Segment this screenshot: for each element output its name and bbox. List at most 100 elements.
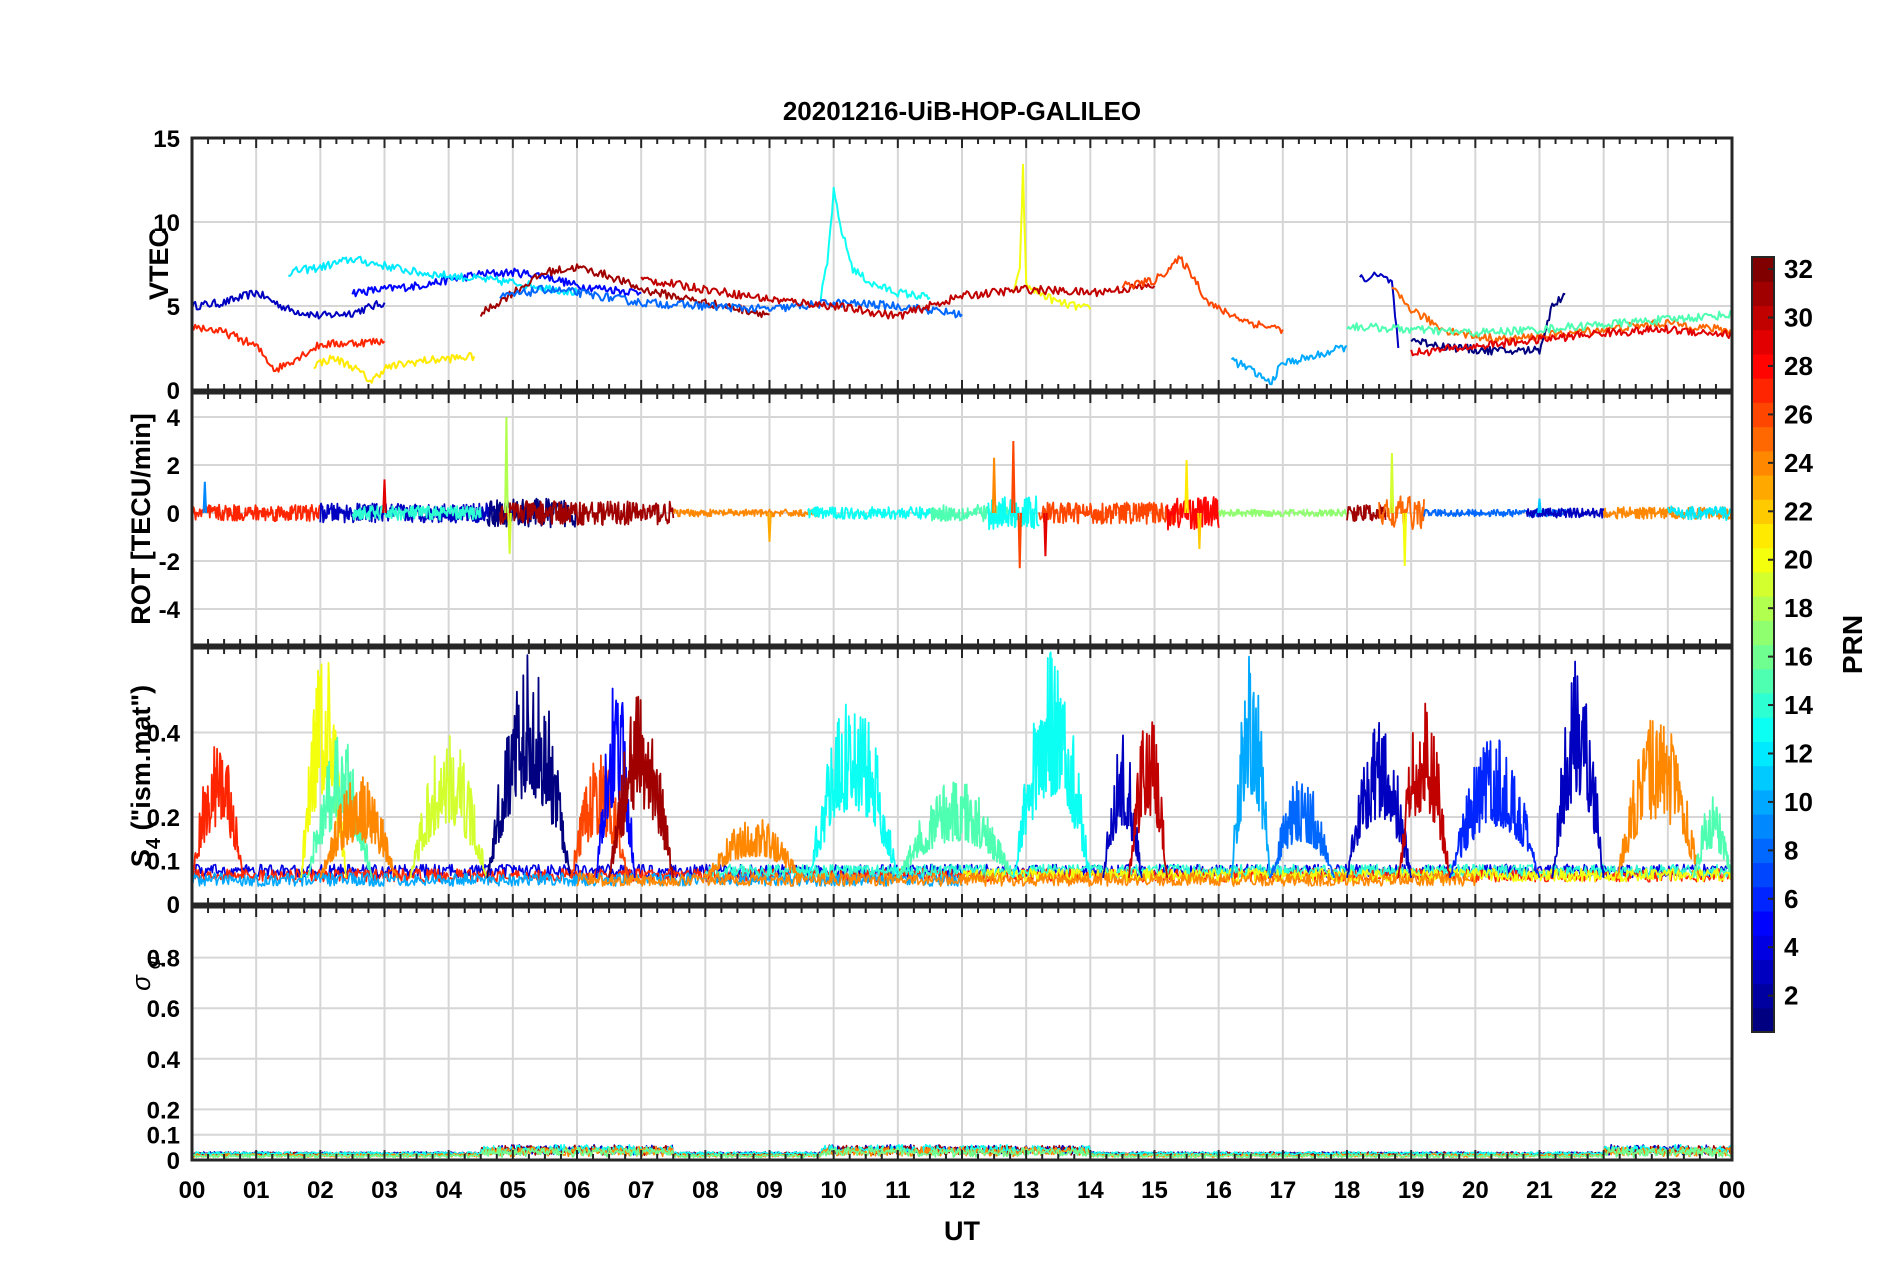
rot-series-line-prn-27 [191, 503, 321, 523]
rot-series-line-prn-28 [1166, 496, 1220, 531]
sigma-ytick-label: 0.1 [147, 1123, 180, 1150]
colorbar-swatch [1752, 523, 1774, 549]
s4-burst-line-prn-13 [807, 703, 899, 879]
vtec-series-line-prn-12 [288, 255, 578, 296]
s4-panel: 0 0.1 0.2 0.4S4 ("ism.mat") [126, 646, 1734, 919]
vtec-ytick-label: 5 [167, 294, 180, 321]
colorbar-swatch [1752, 668, 1774, 694]
x-tick-label: 16 [1205, 1177, 1232, 1204]
colorbar-swatch [1752, 305, 1774, 331]
rot-spike [1011, 440, 1016, 514]
colorbar-tick-label: 18 [1784, 593, 1813, 623]
s4-burst-line-prn-3 [1102, 734, 1143, 878]
x-tick-label: 05 [499, 1177, 526, 1204]
vtec-ytick-label: 10 [153, 210, 180, 237]
x-tick-label: 02 [307, 1177, 334, 1204]
sigma-ytick-label: 0.4 [147, 1047, 181, 1074]
x-tick-label: 23 [1654, 1177, 1681, 1204]
rot-spike [382, 479, 387, 514]
vtec-series-line-prn-8 [499, 284, 963, 319]
vtec-series-line-prn-20 [1012, 163, 1092, 311]
colorbar-swatch [1752, 596, 1774, 621]
rot-ytick-label: -2 [159, 549, 180, 576]
colorbar-swatch [1752, 886, 1774, 912]
colorbar-swatch [1752, 741, 1774, 767]
vtec-ylabel: VTEC [144, 228, 174, 300]
vtec-series-line-prn-3 [1359, 271, 1400, 349]
rot-series-line-prn-3 [1525, 507, 1605, 519]
x-tick-label: 20 [1462, 1177, 1489, 1204]
vtec-panel: 0 5 10 15 VTEC [144, 126, 1734, 405]
colorbar-swatch [1752, 983, 1774, 1009]
colorbar-tick-label: 28 [1784, 351, 1813, 381]
s4-burst-line-prn-24 [1615, 719, 1701, 879]
sigma-ytick-label: 0 [167, 1148, 180, 1175]
x-tick-label: 15 [1141, 1177, 1168, 1204]
colorbar-swatch [1752, 717, 1774, 742]
s4-baseline-line-prn-24 [576, 872, 1477, 887]
rot-ylabel: ROT [TECU/min] [126, 413, 156, 624]
colorbar-swatch [1752, 959, 1774, 985]
rot-series-line-prn-17 [1217, 508, 1348, 518]
colorbar-swatch [1752, 378, 1774, 403]
colorbar-swatch [1752, 644, 1774, 670]
rot-spike [991, 457, 997, 514]
rot-panel: -4 -2 0 2 4 ROT [TECU/min] [126, 391, 1734, 647]
colorbar-swatch [1752, 450, 1774, 476]
sigma-ylabel: σφ [126, 956, 165, 991]
rot-spike [507, 512, 512, 554]
rot-ytick-label: 2 [167, 453, 180, 480]
colorbar-swatch [1752, 426, 1774, 452]
s4-ytick-label: 0 [167, 892, 180, 919]
colorbar-swatch [1752, 402, 1774, 428]
rot-series-line-prn-8 [1423, 508, 1573, 518]
rot-spike [1043, 512, 1048, 557]
rot-spike [1017, 512, 1023, 569]
colorbar-swatch [1752, 499, 1774, 525]
vtec-series-line-prn-10 [1230, 344, 1348, 386]
chart-title: 20201216-UiB-HOP-GALILEO [783, 96, 1141, 126]
x-tick-label: 17 [1269, 1177, 1296, 1204]
rot-spike [1197, 512, 1202, 550]
sigma-phi-panel: 00.10.2 0.4 0.6 0.8σφ [126, 905, 1734, 1175]
x-tick-label: 08 [692, 1177, 719, 1204]
rot-series-line-prn-31 [499, 500, 675, 526]
rot-spike [202, 481, 208, 514]
colorbar-swatch [1752, 1007, 1774, 1033]
s4-ytick-label: 0.2 [147, 805, 180, 832]
colorbar-swatch [1752, 838, 1774, 864]
s4-burst-line-prn-6 [1448, 739, 1541, 879]
colorbar-swatch [1752, 571, 1774, 597]
s4-burst-line-prn-31 [608, 695, 675, 879]
x-tick-label: 09 [756, 1177, 783, 1204]
x-axis-label: UT [944, 1216, 980, 1246]
colorbar-tick-label: 12 [1784, 738, 1813, 768]
rot-spike [767, 512, 772, 542]
colorbar-swatch [1752, 814, 1774, 839]
rot-spike [1402, 512, 1408, 566]
vtec-ytick-label: 0 [167, 378, 180, 405]
colorbar-swatch [1752, 257, 1774, 282]
s4-ytick-label: 0.1 [147, 848, 180, 875]
colorbar-tick-label: 26 [1784, 399, 1813, 429]
rot-series-line-prn-12 [1666, 505, 1733, 521]
vtec-series-line-prn-13 [819, 186, 931, 300]
colorbar-tick-label: 10 [1784, 787, 1813, 817]
s4-burst-line-prn-13 [1012, 651, 1092, 879]
s4-burst-line-prn-5 [595, 687, 636, 878]
colorbar-tick-label: 8 [1784, 835, 1798, 865]
x-tick-label: 00 [179, 1177, 206, 1204]
x-tick-label: 00 [1719, 1177, 1746, 1204]
rot-ytick-label: 4 [167, 405, 181, 432]
s4-burst-line-prn-24 [704, 819, 803, 879]
vtec-series-line-prn-21 [313, 351, 476, 384]
colorbar-tick-label: 24 [1784, 448, 1813, 478]
x-tick-label: 18 [1334, 1177, 1361, 1204]
rot-series-line-prn-24 [672, 508, 821, 518]
vtec-series-line-prn-5 [351, 267, 642, 298]
vtec-series-line-prn-29 [1410, 324, 1733, 357]
colorbar-tick-label: 20 [1784, 545, 1813, 575]
rot-ytick-label: 0 [167, 501, 180, 528]
x-tick-label: 13 [1013, 1177, 1040, 1204]
